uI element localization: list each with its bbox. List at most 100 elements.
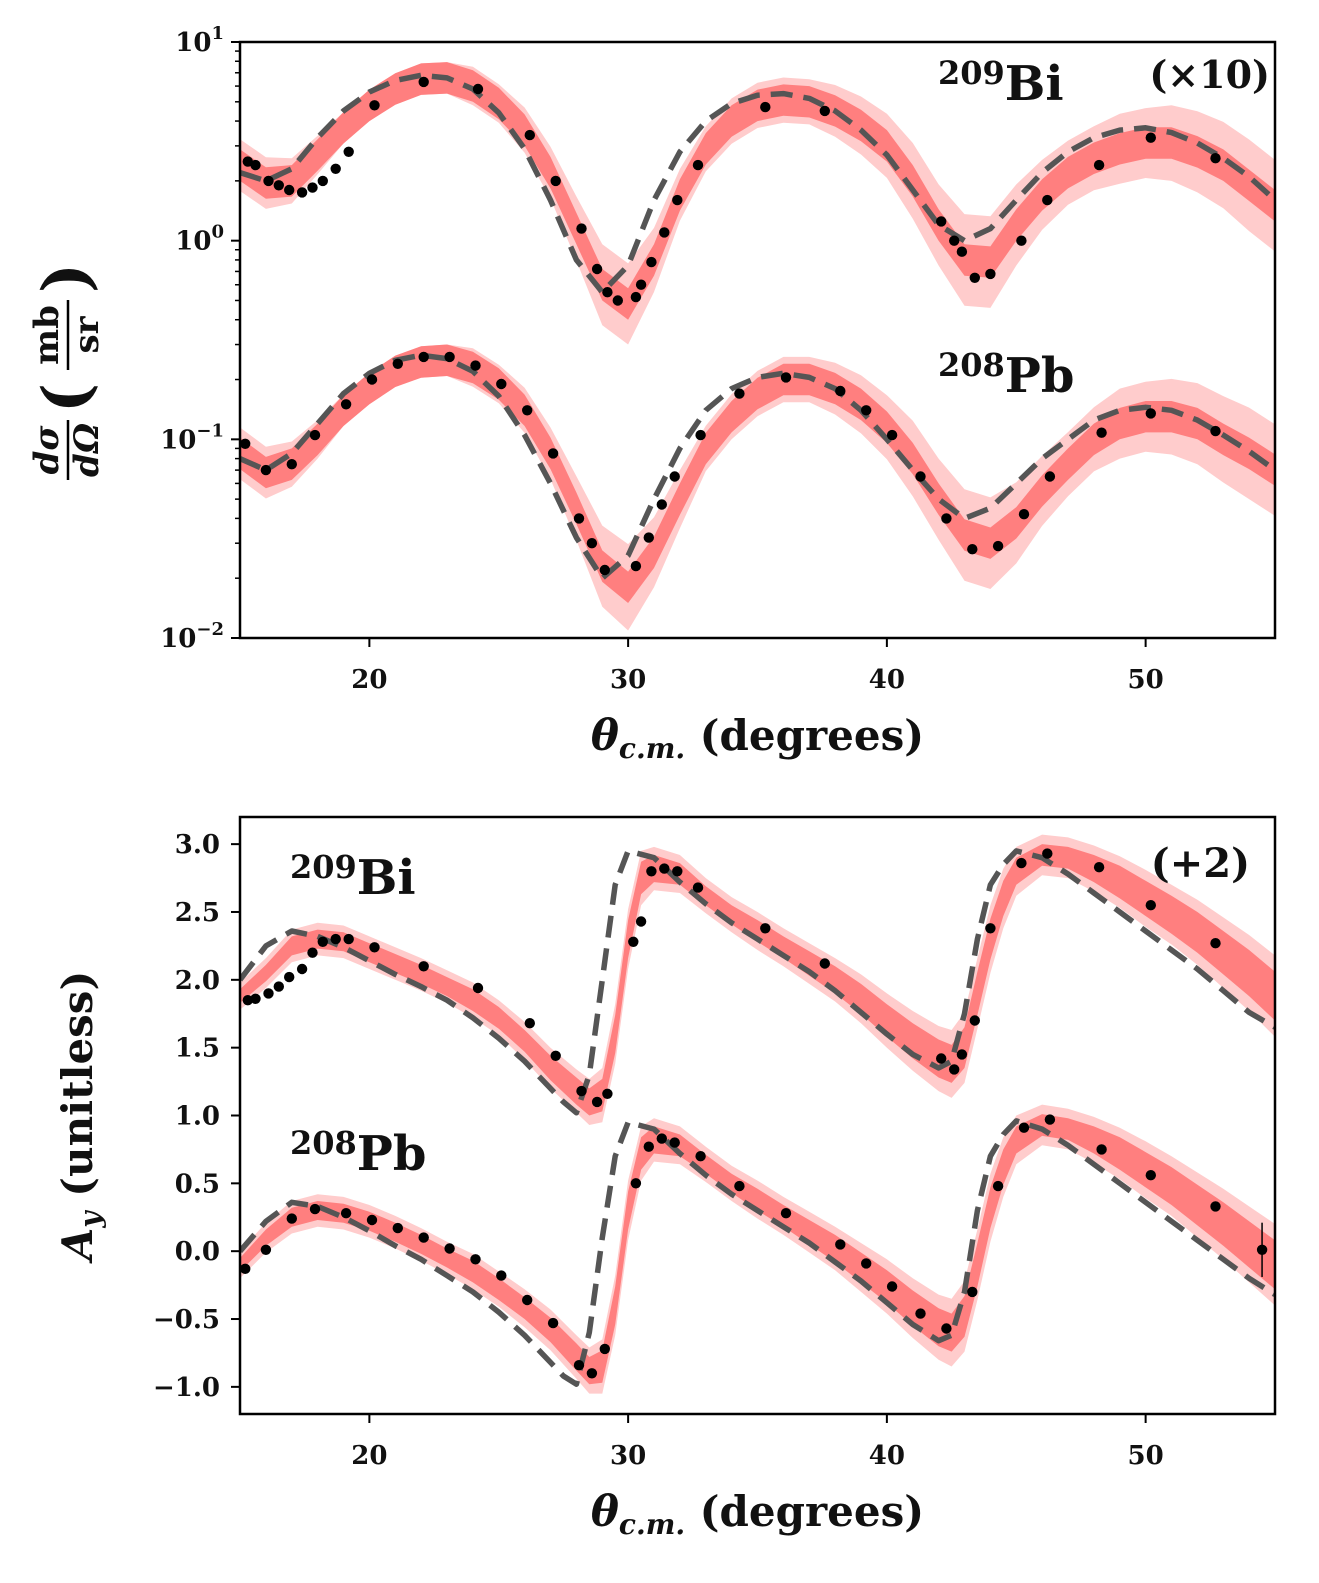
data-point: [669, 1137, 680, 1148]
data-point: [1042, 194, 1053, 206]
data-point: [1210, 938, 1221, 949]
data-point: [760, 923, 771, 934]
data-point: [956, 1049, 968, 1060]
annotation-1: (+2): [1151, 840, 1250, 887]
data-point: [260, 464, 272, 476]
y-axis-derivative-numerator: dσ: [27, 425, 67, 475]
annotation-scale: (+2): [1151, 840, 1250, 887]
x-axis-symbol: θ: [591, 1487, 619, 1536]
y-tick-label: 1.0: [175, 1102, 220, 1132]
data-point: [343, 146, 354, 157]
data-point: [340, 399, 352, 410]
data-point: [586, 1368, 598, 1379]
data-point: [734, 388, 745, 399]
data-point: [599, 564, 610, 576]
data-point: [330, 163, 341, 174]
y-tick-base: 10: [175, 227, 211, 257]
data-point: [969, 272, 980, 283]
data-point: [472, 83, 484, 95]
data-point: [835, 385, 846, 397]
cross-section-plot-area: [240, 62, 1275, 631]
x-tick-label: 40: [869, 665, 905, 695]
y-tick-label: 2.0: [175, 966, 220, 996]
data-point: [612, 295, 623, 306]
data-point: [956, 246, 968, 257]
data-point: [260, 1244, 272, 1256]
data-point: [646, 256, 657, 268]
annotation-element: Pb: [357, 1126, 427, 1182]
data-point: [985, 268, 996, 280]
data-point: [1096, 427, 1107, 438]
data-point: [635, 916, 647, 927]
data-point: [861, 405, 872, 416]
data-point: [522, 1294, 533, 1306]
data-point: [967, 1286, 978, 1298]
data-point: [669, 471, 680, 482]
data-point: [1042, 848, 1053, 859]
data-point: [591, 263, 603, 275]
data-point: [1016, 235, 1027, 246]
data-point: [586, 538, 598, 549]
x-axis-label: θc.m. (degrees): [591, 711, 924, 765]
data-point: [1210, 425, 1221, 437]
data-point: [284, 971, 295, 983]
x-tick-label: 40: [869, 1441, 905, 1471]
data-point: [472, 982, 484, 994]
data-point: [949, 1064, 960, 1075]
x-axis-label: θc.m. (degrees): [591, 1487, 924, 1541]
data-point: [496, 378, 507, 390]
data-point: [263, 988, 274, 999]
data-point: [242, 995, 253, 1006]
x-tick-label: 30: [610, 665, 646, 695]
x-axis-unit: (degrees): [685, 711, 924, 760]
data-point: [936, 216, 947, 227]
data-point: [418, 351, 429, 363]
data-point: [659, 227, 670, 238]
data-point: [659, 863, 670, 874]
data-point: [628, 936, 639, 947]
data-point: [643, 532, 654, 543]
y-tick-label: 1.5: [175, 1034, 220, 1064]
data-point: [1256, 1244, 1268, 1256]
data-point: [1044, 1114, 1056, 1125]
data-point: [317, 175, 328, 187]
data-point: [936, 1053, 947, 1064]
data-point: [418, 961, 429, 972]
band-inner-0: [240, 844, 1275, 1116]
data-point: [992, 1180, 1004, 1192]
dashed-curve-1: [240, 1118, 1275, 1387]
data-point: [1210, 1201, 1221, 1212]
band-inner-1: [240, 344, 1275, 603]
y-axis-symbol: A: [53, 1228, 102, 1265]
y-tick-exponent: −1: [196, 420, 224, 441]
annotation-0: 209Bi: [290, 848, 416, 906]
y-tick-label: 10−1: [160, 420, 224, 455]
annotation-isotope-mass: 209: [290, 848, 357, 886]
data-point: [273, 981, 284, 992]
annotation-0: 209Bi: [938, 54, 1064, 112]
data-point: [550, 1050, 561, 1062]
data-point: [522, 405, 533, 416]
data-point: [366, 1214, 378, 1226]
data-point: [286, 459, 297, 470]
y-tick-exponent: −2: [196, 619, 224, 640]
annotation-1: (×10): [1149, 52, 1270, 97]
y-tick-label: 0.0: [175, 1237, 220, 1267]
data-point: [1093, 862, 1105, 873]
data-point: [967, 544, 978, 555]
data-point: [250, 159, 261, 171]
data-point: [284, 184, 295, 196]
axes-frame: [238, 40, 1277, 640]
y-axis-unit-denominator: sr: [67, 315, 107, 353]
data-point: [695, 1151, 706, 1162]
data-point: [240, 438, 251, 449]
data-point: [317, 936, 328, 947]
cross-section-labels: θc.m. (degrees) dσ dΩ (mb sr) 209Bi (×10) 208Pb: [27, 52, 1270, 765]
dashed-curve-0: [240, 72, 1275, 295]
data-point: [296, 187, 308, 198]
data-point: [550, 175, 561, 187]
analyzing-power-labels: θc.m. (degrees) Ay (unitless) 209Bi (+2) 208…: [53, 840, 1250, 1541]
data-point: [591, 1096, 603, 1108]
